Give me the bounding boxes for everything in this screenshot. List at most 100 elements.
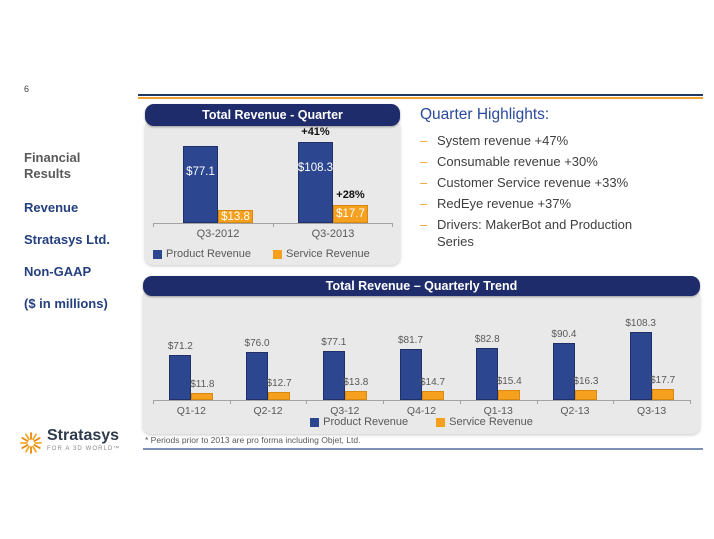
quarter-highlights: Quarter Highlights: – System revenue +47%… (420, 106, 702, 254)
legend-label: Product Revenue (323, 416, 409, 428)
highlight-text: RedEye revenue +37% (437, 196, 572, 211)
axis-tick (272, 223, 274, 227)
axis-tick (383, 400, 385, 404)
bar-value-label: $13.8 (221, 210, 250, 223)
product-revenue-bar (552, 343, 575, 400)
category-label: Q3-12 (330, 405, 360, 417)
chart-title: Total Revenue – Quarterly Trend (143, 276, 700, 296)
product-revenue-bar (169, 355, 192, 400)
bar-value-label: $76.0 (244, 338, 270, 350)
axis-tick (153, 223, 154, 227)
legend-item: Product Revenue (153, 248, 251, 260)
bar-value-label: $77.1 (186, 165, 215, 178)
dash-bullet-icon: – (420, 154, 428, 169)
highlight-item: – Consumable revenue +30% (420, 153, 702, 170)
chart-legend: Product Revenue Service Revenue (143, 416, 700, 428)
bar-value-label: $108.3 (625, 317, 656, 329)
total-revenue-quarterly-trend-chart: Total Revenue – Quarterly Trend $71.2 $76… (143, 276, 700, 434)
highlights-list: – System revenue +47% – Consumable revenue … (420, 132, 702, 250)
growth-annotation: +41% (301, 125, 330, 138)
sidebar-line: ($ in millions) (24, 296, 108, 311)
sidebar-line: Non-GAAP (24, 264, 92, 279)
service-revenue-bar (574, 389, 597, 400)
chart-title: Total Revenue - Quarter (145, 104, 400, 126)
service-revenue-bar (218, 210, 253, 223)
top-divider-orange-line (138, 97, 703, 99)
bar-value-label: $12.7 (266, 377, 292, 389)
logo-tagline: FOR A 3D WORLD™ (47, 446, 121, 452)
stratasys-logo: Stratasys FOR A 3D WORLD™ (18, 427, 121, 458)
bar-value-label: $82.8 (474, 333, 500, 345)
bar-value-label: $108.3 (297, 161, 334, 174)
category-label: Q1-13 (483, 405, 513, 417)
service-revenue-bar (344, 391, 367, 400)
legend-item: Product Revenue (310, 416, 408, 428)
product-revenue-bar (399, 348, 422, 400)
x-axis (153, 400, 690, 401)
sidebar: Financial Results Revenue Stratasys Ltd. No… (24, 150, 138, 328)
axis-tick (536, 400, 538, 404)
service-revenue-bar (421, 390, 444, 400)
axis-tick (153, 400, 154, 404)
sidebar-line: Financial Results (24, 150, 81, 181)
top-divider-navy-line (138, 94, 703, 96)
service-revenue-bar (333, 205, 368, 223)
category-label: Q2-12 (253, 405, 283, 417)
top-divider (138, 94, 703, 99)
category-label: Q4-12 (406, 405, 437, 417)
highlights-title: Quarter Highlights: (420, 106, 550, 123)
chart-legend: Product Revenue Service Revenue (153, 248, 370, 260)
category-label: Q3-2013 (311, 228, 355, 240)
dash-bullet-icon: – (420, 175, 428, 190)
dash-bullet-icon: – (420, 196, 428, 211)
service-revenue-bar (498, 390, 521, 400)
bar-value-label: $14.7 (419, 376, 446, 388)
total-revenue-quarter-chart: Total Revenue - Quarter $77.1 $108.3 $13.8… (145, 104, 400, 265)
legend-label: Service Revenue (286, 248, 370, 260)
chart-plot-area (143, 294, 700, 434)
legend-label: Product Revenue (166, 248, 251, 260)
logo-wordmark: Stratasys (47, 427, 120, 444)
product-revenue-bar (183, 145, 218, 223)
highlight-text: Drivers: MakerBot and Production Series (437, 217, 633, 249)
slide-number: 6 (24, 84, 30, 94)
sidebar-line: Stratasys Ltd. (24, 232, 110, 247)
bar-value-label: $15.4 (496, 376, 522, 388)
highlight-item: – Customer Service revenue +33% (420, 174, 702, 191)
axis-tick (613, 400, 615, 404)
product-revenue-bar (322, 351, 345, 400)
highlight-item: – System revenue +47% (420, 132, 702, 149)
highlight-item: – Drivers: MakerBot and Production Series (420, 216, 702, 250)
bar-value-label: $77.1 (321, 337, 347, 349)
highlight-text: Consumable revenue +30% (437, 154, 598, 169)
bar-value-label: $11.8 (190, 378, 215, 390)
service-legend-swatch (436, 417, 446, 427)
bottom-divider (143, 448, 703, 450)
axis-tick (690, 400, 691, 404)
product-legend-swatch (310, 417, 320, 427)
axis-tick (306, 400, 308, 404)
dash-bullet-icon: – (420, 133, 428, 148)
bar-value-label: $81.7 (397, 334, 424, 346)
category-label: Q3-2012 (196, 228, 240, 240)
service-legend-swatch (273, 249, 282, 259)
category-label: Q3-13 (637, 405, 667, 417)
legend-label: Service Revenue (449, 416, 533, 428)
bar-value-label: $13.8 (343, 377, 369, 389)
bar-value-label: $71.2 (167, 341, 193, 353)
bar-value-label: $16.3 (573, 375, 599, 387)
service-revenue-bar (651, 388, 674, 400)
axis-tick (459, 400, 461, 404)
logo-text-block: Stratasys FOR A 3D WORLD™ (47, 427, 121, 452)
service-revenue-bar (268, 391, 291, 400)
dash-bullet-icon: – (420, 217, 428, 232)
starburst-icon (20, 432, 42, 454)
product-revenue-bar (476, 347, 499, 400)
product-revenue-bar (246, 352, 269, 400)
highlight-text: Customer Service revenue +33% (437, 175, 629, 190)
product-revenue-bar (629, 331, 652, 400)
legend-item: Service Revenue (436, 416, 533, 428)
growth-annotation: +28% (336, 189, 365, 201)
category-label: Q1-12 (176, 405, 206, 417)
